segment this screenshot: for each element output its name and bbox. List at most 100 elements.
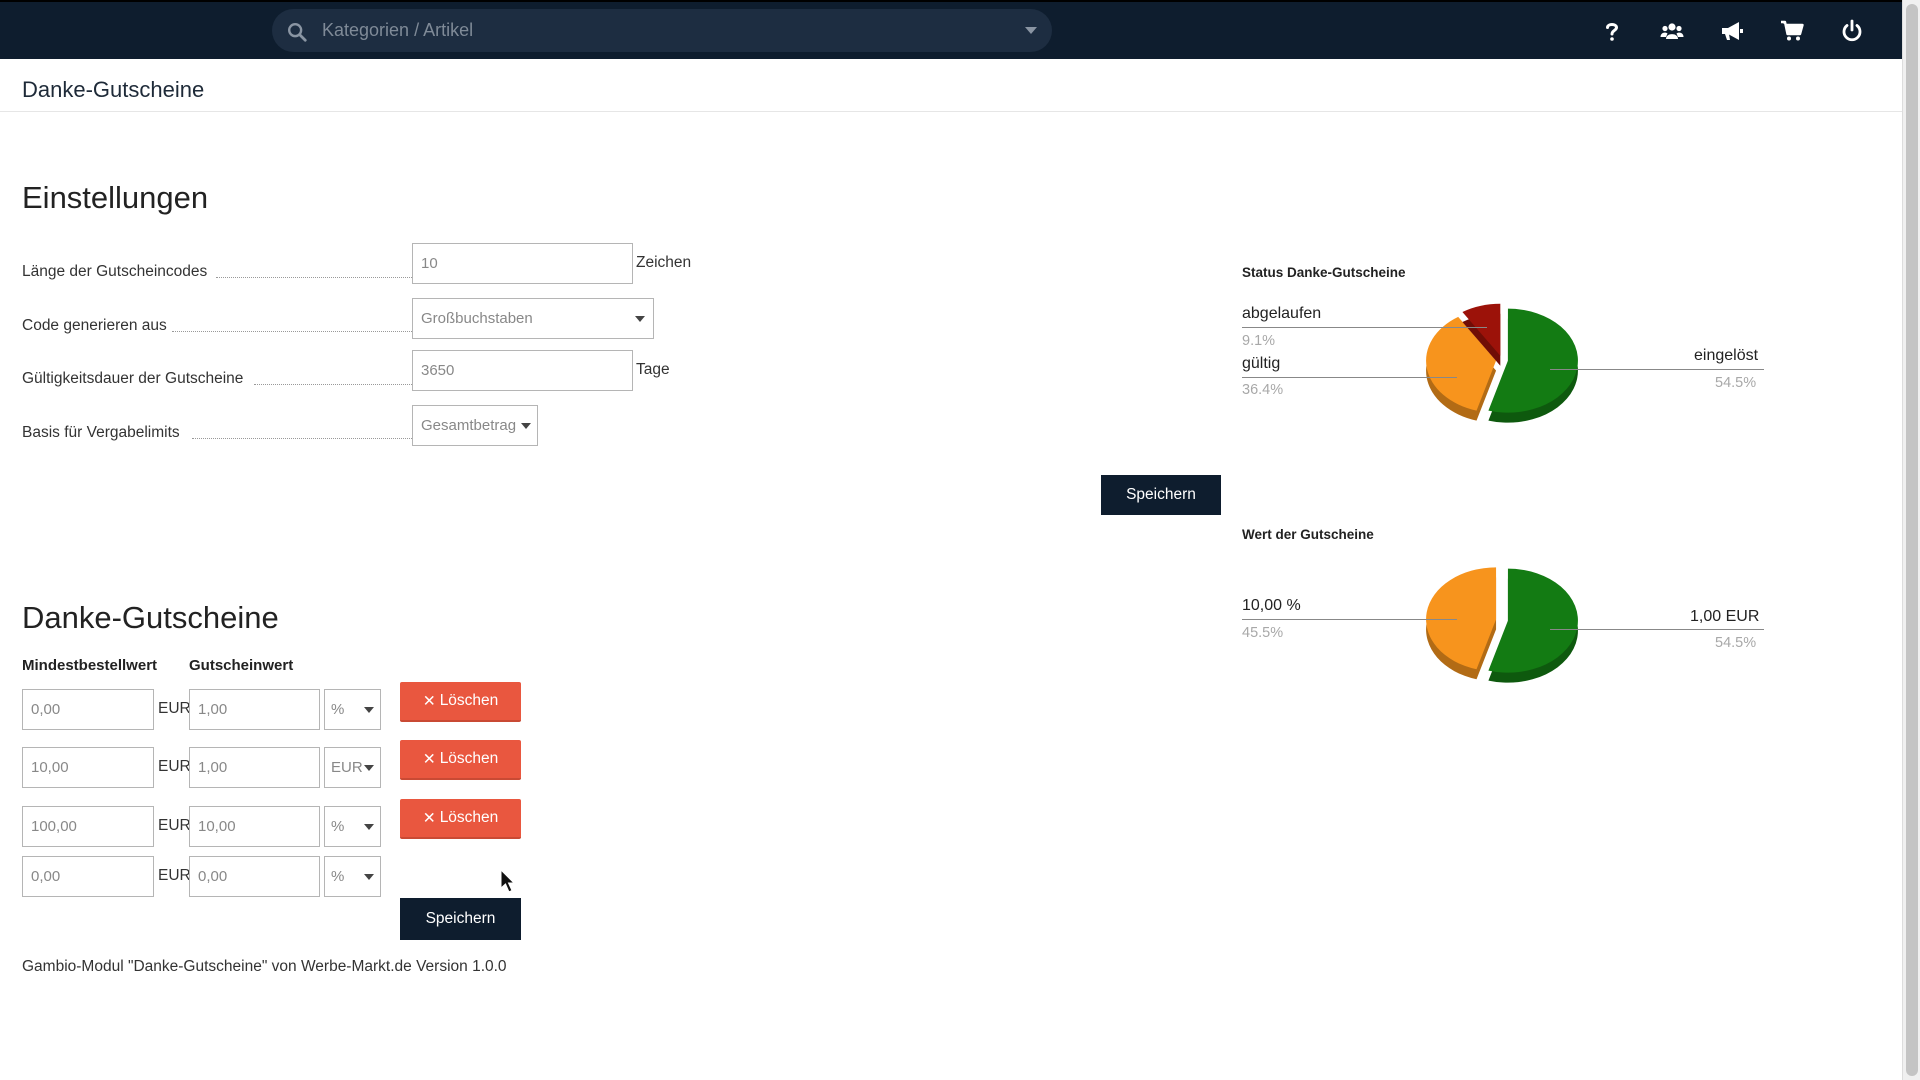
announcements-button[interactable] (1702, 2, 1762, 59)
settings-save-button[interactable]: Speichern (1101, 475, 1221, 515)
slice-pct-eur: 54.5% (1715, 635, 1757, 651)
value-type-select[interactable]: % (324, 806, 381, 847)
delete-button[interactable]: ✕ Löschen (400, 799, 521, 839)
generate-label: Code generieren aus (22, 317, 167, 334)
basis-select-value: Gesamtbetrag (421, 417, 517, 434)
top-navigation-bar: Kategorien / Artikel (0, 0, 1902, 59)
slice-label-eur: 1,00 EUR (1690, 608, 1760, 625)
pie-slice-eingel-st (1488, 308, 1578, 413)
page-title: Danke-Gutscheine (22, 77, 205, 102)
slice-label-redeemed: eingelöst (1694, 347, 1759, 364)
code-length-label: Länge der Gutscheincodes (22, 263, 208, 280)
dropdown-arrow-icon (364, 707, 374, 713)
min-order-input[interactable]: 100,00 (22, 806, 154, 847)
currency-label: EUR (158, 867, 191, 884)
logout-button[interactable] (1822, 2, 1882, 59)
mouse-cursor-icon (500, 869, 516, 893)
basis-select[interactable]: Gesamtbetrag (412, 405, 538, 446)
validity-unit: Tage (636, 361, 670, 378)
pie-slice-abgelaufen (1462, 303, 1501, 356)
value-pie-chart (1426, 567, 1578, 683)
leader-line (1550, 369, 1764, 370)
leader-line (1550, 629, 1764, 630)
status-pie-chart (1426, 303, 1578, 423)
dropdown-arrow-icon (364, 824, 374, 830)
min-order-input[interactable]: 10,00 (22, 747, 154, 788)
close-icon: ✕ (422, 809, 436, 827)
generate-select-value: Großbuchstaben (421, 310, 533, 327)
currency-label: EUR (158, 758, 191, 775)
delete-button[interactable]: ✕ Löschen (400, 682, 521, 722)
min-order-column-header: Mindestbestellwert (22, 657, 158, 674)
slice-pct-redeemed: 54.5% (1715, 375, 1757, 391)
code-length-unit: Zeichen (636, 254, 692, 271)
vouchers-heading: Danke-Gutscheine (22, 600, 279, 635)
vertical-scrollbar[interactable] (1902, 0, 1920, 1080)
close-icon: ✕ (422, 692, 436, 710)
search-icon (288, 23, 307, 42)
leader-line (1242, 619, 1457, 620)
slice-label-expired: abgelaufen (1242, 305, 1322, 322)
scrollbar-thumb[interactable] (1906, 4, 1918, 1076)
dotted-leader (216, 277, 428, 278)
users-button[interactable] (1642, 2, 1702, 59)
delete-button[interactable]: ✕ Löschen (400, 740, 521, 780)
pie-slice-10-00- (1426, 567, 1497, 670)
slice-pct-percent: 45.5% (1242, 625, 1284, 641)
value-chart-title: Wert der Gutscheine (1242, 527, 1374, 542)
voucher-value-input[interactable]: 1,00 (189, 747, 320, 788)
value-type-value: % (331, 701, 345, 718)
slice-label-valid: gültig (1242, 355, 1281, 372)
basis-label: Basis für Vergabelimits (22, 424, 180, 441)
value-type-select[interactable]: % (324, 689, 381, 730)
slice-pct-expired: 9.1% (1242, 333, 1276, 349)
currency-label: EUR (158, 700, 191, 717)
close-icon: ✕ (422, 750, 436, 768)
value-type-select[interactable]: % (324, 856, 381, 897)
search-bar[interactable]: Kategorien / Artikel (272, 9, 1052, 52)
value-type-select[interactable]: EUR (324, 747, 381, 788)
dropdown-arrow-icon (364, 765, 374, 771)
dotted-leader (172, 331, 428, 332)
help-button[interactable] (1582, 2, 1642, 59)
page-header: Danke-Gutscheine (0, 59, 1902, 112)
voucher-value-input[interactable]: 0,00 (189, 856, 320, 897)
value-type-value: % (331, 868, 345, 885)
search-placeholder[interactable]: Kategorien / Artikel (322, 20, 474, 40)
pie-slice-g-ltig (1426, 316, 1497, 411)
cart-button[interactable] (1762, 2, 1822, 59)
top-icon-bar (1582, 2, 1882, 59)
users-icon (1660, 22, 1684, 39)
pie-slice-1-00-eur (1488, 568, 1578, 673)
settings-heading: Einstellungen (22, 180, 209, 215)
voucher-value-input[interactable]: 10,00 (189, 806, 320, 847)
validity-input[interactable]: 3650 (412, 350, 633, 391)
chevron-down-icon[interactable] (1024, 25, 1038, 35)
min-order-input[interactable]: 0,00 (22, 856, 154, 897)
code-length-input[interactable]: 10 (412, 243, 633, 284)
slice-pct-valid: 36.4% (1242, 382, 1284, 398)
leader-line (1242, 327, 1487, 328)
currency-label: EUR (158, 817, 191, 834)
cart-icon (1781, 20, 1804, 40)
slice-label-percent: 10,00 % (1242, 597, 1301, 614)
voucher-value-column-header: Gutscheinwert (189, 657, 294, 674)
delete-label: Löschen (439, 750, 499, 767)
delete-label: Löschen (439, 692, 499, 709)
megaphone-icon (1722, 21, 1743, 40)
power-icon (1842, 19, 1862, 41)
vouchers-save-button[interactable]: Speichern (400, 898, 521, 940)
generate-select[interactable]: Großbuchstaben (412, 298, 654, 339)
min-order-input[interactable]: 0,00 (22, 689, 154, 730)
help-icon (1606, 22, 1619, 41)
value-type-value: EUR (331, 759, 363, 776)
dropdown-arrow-icon (521, 423, 531, 429)
value-type-value: % (331, 818, 345, 835)
dropdown-arrow-icon (364, 874, 374, 880)
voucher-value-input[interactable]: 1,00 (189, 689, 320, 730)
dotted-leader (254, 384, 428, 385)
leader-line (1242, 377, 1457, 378)
delete-label: Löschen (439, 809, 499, 826)
dropdown-arrow-icon (635, 316, 645, 322)
module-version-note: Gambio-Modul "Danke-Gutscheine" von Werb… (22, 958, 507, 975)
